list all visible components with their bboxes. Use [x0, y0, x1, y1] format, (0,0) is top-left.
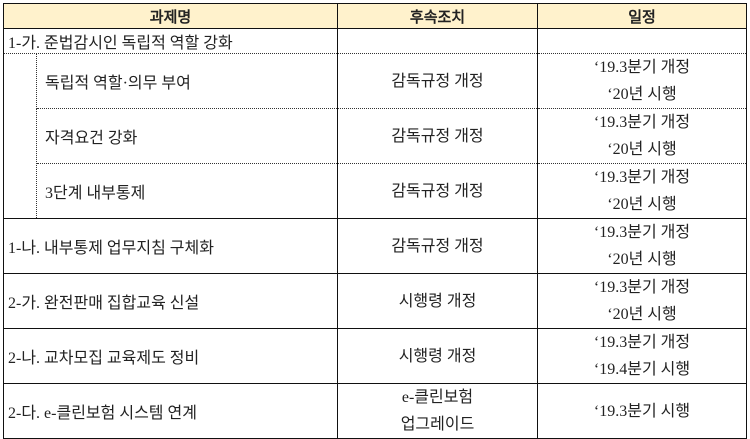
task-schedule: ‘19.3분기 시행 [537, 383, 747, 439]
table-row: 독립적 역할·의무 부여 감독규정 개정 ‘19.3분기 개정 ‘20년 시행 [3, 53, 747, 219]
task-table: 과제명 후속조치 일정 1-가. 준법감시인 독립적 역할 강화 독립적 역할·… [3, 3, 747, 439]
indent-cell [3, 53, 37, 219]
action-line: 시행령 개정 [398, 347, 477, 365]
schedule-line: ‘19.3분기 개정 [593, 334, 691, 351]
task-schedule: ‘19.3분기 개정 ‘20년 시행 [537, 163, 747, 219]
group-schedule-empty [537, 28, 747, 54]
task-name: 3단계 내부통제 [36, 163, 338, 219]
schedule-line: ‘20년 시행 [607, 196, 677, 213]
table-row: 2-가. 완전판매 집합교육 신설 시행령 개정 ‘19.3분기 개정 ‘20년 … [3, 273, 747, 329]
task-schedule: ‘19.3분기 개정 ‘19.4분기 시행 [537, 328, 747, 384]
schedule-line: ‘20년 시행 [607, 306, 677, 323]
schedule-line: ‘19.3분기 시행 [593, 402, 691, 420]
action-line: 감독규정 개정 [391, 237, 484, 255]
task-schedule: ‘19.3분기 개정 ‘20년 시행 [537, 53, 747, 109]
task-name: 독립적 역할·의무 부여 [36, 53, 338, 109]
group-title: 1-가. 준법감시인 독립적 역할 강화 [3, 28, 338, 54]
schedule-line: ‘19.3분기 개정 [593, 169, 691, 186]
table-row: 2-나. 교차모집 교육제도 정비 시행령 개정 ‘19.3분기 개정 ‘19.4… [3, 328, 747, 384]
task-action: 감독규정 개정 [337, 108, 538, 164]
task-name: 2-가. 완전판매 집합교육 신설 [3, 273, 338, 329]
schedule-line: ‘19.4분기 시행 [593, 361, 691, 378]
task-action: 감독규정 개정 [337, 53, 538, 109]
task-action: 감독규정 개정 [337, 163, 538, 219]
header-action: 후속조치 [337, 3, 538, 29]
task-name: 2-나. 교차모집 교육제도 정비 [3, 328, 338, 384]
schedule-line: ‘19.3분기 개정 [593, 279, 691, 296]
action-line: 업그레이드 [400, 416, 475, 433]
task-schedule: ‘19.3분기 개정 ‘20년 시행 [537, 108, 747, 164]
task-action: 시행령 개정 [337, 273, 538, 329]
task-name: 1-나. 내부통제 업무지침 구체화 [3, 218, 338, 274]
header-schedule: 일정 [537, 3, 747, 29]
table-row: 1-나. 내부통제 업무지침 구체화 감독규정 개정 ‘19.3분기 개정 ‘20… [3, 218, 747, 274]
task-schedule: ‘19.3분기 개정 ‘20년 시행 [537, 273, 747, 329]
schedule-line: ‘20년 시행 [607, 86, 677, 103]
action-line: 시행령 개정 [398, 292, 477, 310]
action-line: e-클린보험 [401, 389, 474, 406]
task-name: 2-다. e-클린보험 시스템 연계 [3, 383, 338, 439]
table-row: 자격요건 강화 감독규정 개정 ‘19.3분기 개정 ‘20년 시행 [4, 108, 747, 164]
schedule-line: ‘20년 시행 [607, 141, 677, 158]
header-row: 과제명 후속조치 일정 [3, 3, 747, 29]
schedule-line: ‘20년 시행 [607, 251, 677, 268]
header-task: 과제명 [3, 3, 338, 29]
schedule-line: ‘19.3분기 개정 [593, 114, 691, 131]
task-action: 시행령 개정 [337, 328, 538, 384]
schedule-line: ‘19.3분기 개정 [593, 59, 691, 76]
task-name: 자격요건 강화 [36, 108, 338, 164]
task-schedule: ‘19.3분기 개정 ‘20년 시행 [537, 218, 747, 274]
group-row: 1-가. 준법감시인 독립적 역할 강화 [3, 28, 747, 54]
table-row: 3단계 내부통제 감독규정 개정 ‘19.3분기 개정 ‘20년 시행 [4, 163, 747, 219]
task-action: 감독규정 개정 [337, 218, 538, 274]
schedule-line: ‘19.3분기 개정 [593, 224, 691, 241]
group-action-empty [337, 28, 538, 54]
